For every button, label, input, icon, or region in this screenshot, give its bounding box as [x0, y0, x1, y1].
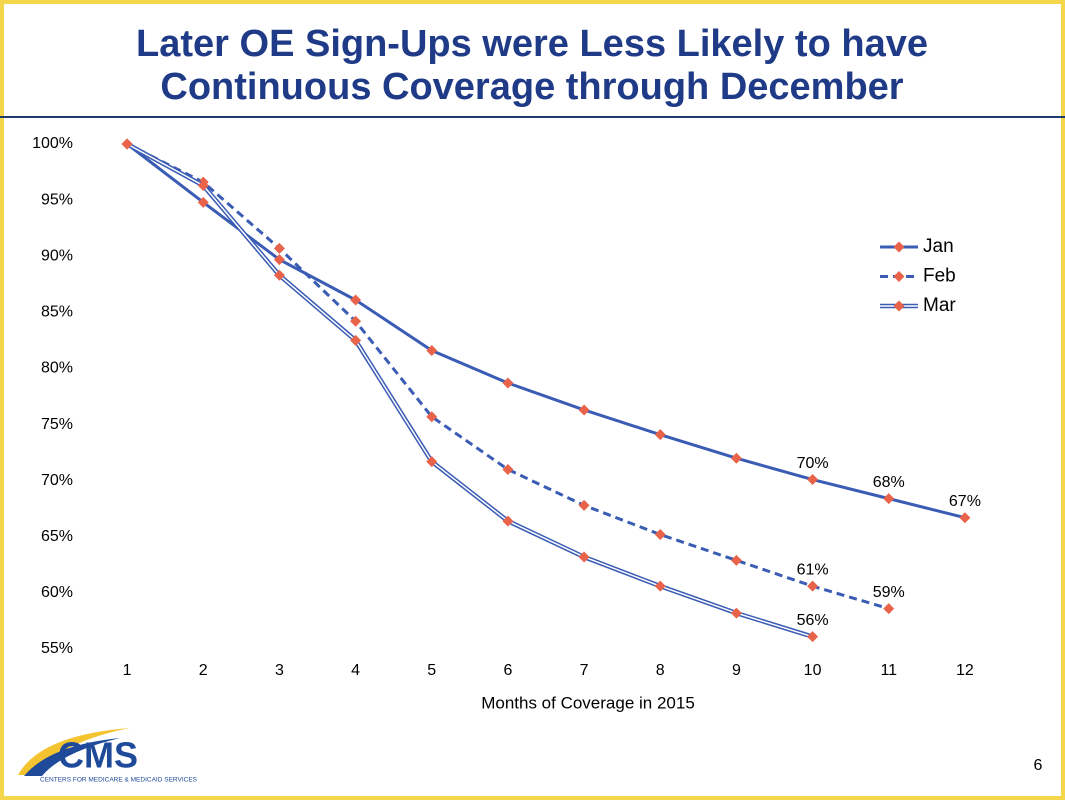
data-label: 67% [949, 493, 981, 510]
logo-text: CMS [58, 735, 138, 776]
marker [578, 551, 590, 563]
x-tick-label: 4 [351, 662, 360, 679]
y-tick-label: 65% [41, 528, 73, 545]
x-tick-label: 12 [956, 662, 974, 679]
marker [730, 554, 742, 566]
x-axis-title: Months of Coverage in 2015 [481, 693, 695, 712]
marker [350, 294, 362, 306]
marker [350, 315, 362, 327]
marker [426, 344, 438, 356]
marker [578, 499, 590, 511]
title-line: Later OE Sign-Ups were Less Likely to ha… [136, 23, 928, 65]
y-tick-label: 85% [41, 304, 73, 321]
marker [273, 269, 285, 281]
marker [121, 138, 133, 150]
marker [578, 404, 590, 416]
data-label: 56% [797, 612, 829, 629]
marker [654, 429, 666, 441]
x-tick-label: 2 [199, 662, 208, 679]
legend-label: Mar [923, 295, 956, 316]
legend-label: Feb [923, 266, 956, 287]
legend-marker [893, 271, 905, 282]
series-line-highlight [126, 143, 813, 638]
marker [273, 254, 285, 266]
y-tick-label: 70% [41, 472, 73, 489]
marker [730, 452, 742, 464]
data-label: 70% [797, 455, 829, 472]
data-label: 61% [797, 561, 829, 578]
marker [502, 515, 514, 527]
marker [426, 456, 438, 468]
marker [502, 377, 514, 389]
data-label: 59% [873, 584, 905, 601]
marker [730, 607, 742, 619]
y-tick-label: 100% [32, 135, 73, 152]
legend-marker [893, 300, 905, 312]
legend-label: Jan [923, 236, 954, 257]
marker [654, 529, 666, 541]
x-tick-label: 11 [880, 662, 897, 679]
marker [350, 334, 362, 346]
series-line [126, 142, 890, 611]
x-tick-label: 1 [123, 662, 132, 679]
data-label: 68% [873, 474, 905, 491]
series-line [126, 142, 966, 520]
marker [197, 196, 209, 208]
x-tick-label: 8 [656, 662, 665, 679]
x-tick-label: 10 [804, 662, 822, 679]
legend-marker [893, 241, 905, 253]
y-tick-label: 80% [41, 360, 73, 377]
x-tick-label: 9 [732, 662, 741, 679]
marker [197, 180, 209, 192]
marker [654, 580, 666, 592]
x-tick-label: 5 [427, 662, 436, 679]
logo: CMS CENTERS FOR MEDICARE & MEDICAID SERV… [18, 728, 198, 784]
logo-swoosh [24, 738, 120, 776]
x-tick-label: 6 [503, 662, 512, 679]
x-tick-label: 7 [580, 662, 589, 679]
marker [807, 474, 819, 486]
marker [426, 411, 438, 423]
title-line: Continuous Coverage through December [160, 66, 903, 108]
y-tick-label: 55% [41, 640, 73, 657]
y-tick-label: 95% [41, 191, 73, 208]
marker [502, 463, 514, 475]
marker [807, 631, 819, 643]
marker [883, 493, 895, 505]
marker [273, 242, 285, 254]
y-tick-label: 60% [41, 584, 73, 601]
y-tick-label: 75% [41, 416, 73, 433]
y-tick-label: 90% [41, 247, 73, 264]
logo-subtitle: CENTERS FOR MEDICARE & MEDICAID SERVICES [40, 777, 198, 784]
marker [807, 580, 819, 592]
marker [883, 603, 895, 615]
x-tick-label: 3 [275, 662, 284, 679]
page-number: 6 [1034, 757, 1043, 774]
marker [959, 512, 971, 524]
